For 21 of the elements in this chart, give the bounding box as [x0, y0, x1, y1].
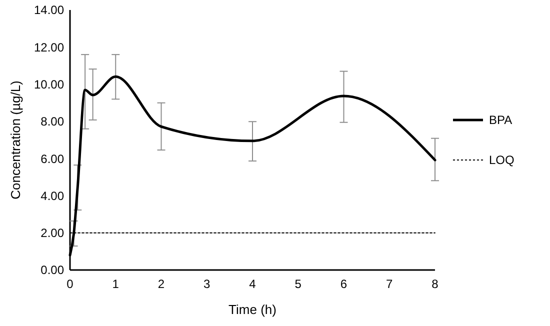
x-tick-label: 0: [66, 277, 74, 291]
y-tick-label: 2.00: [40, 226, 64, 240]
x-tick-label: 1: [112, 277, 120, 291]
legend-label: BPA: [489, 113, 512, 128]
y-tick-label: 6.00: [40, 152, 64, 166]
legend-label: LOQ: [489, 153, 514, 168]
y-tick-label: 12.00: [34, 40, 64, 54]
x-tick-label: 2: [158, 277, 165, 291]
y-tick-label: 4.00: [40, 188, 64, 203]
x-tick-label: 8: [432, 277, 439, 291]
x-axis-title: Time (h): [228, 302, 276, 317]
x-tick-label: 4: [249, 277, 256, 291]
x-tick-label: 5: [294, 277, 302, 291]
y-tick-label: 8.00: [40, 114, 64, 129]
y-tick-label: 10.00: [34, 77, 64, 92]
y-tick-label: 14.00: [34, 3, 64, 18]
y-tick-label: 0.00: [40, 263, 64, 278]
y-axis-title: Concentration (µg/L): [8, 80, 23, 200]
x-tick-label: 6: [340, 277, 348, 291]
x-tick-label: 3: [204, 277, 211, 291]
x-tick-label: 7: [386, 277, 394, 291]
